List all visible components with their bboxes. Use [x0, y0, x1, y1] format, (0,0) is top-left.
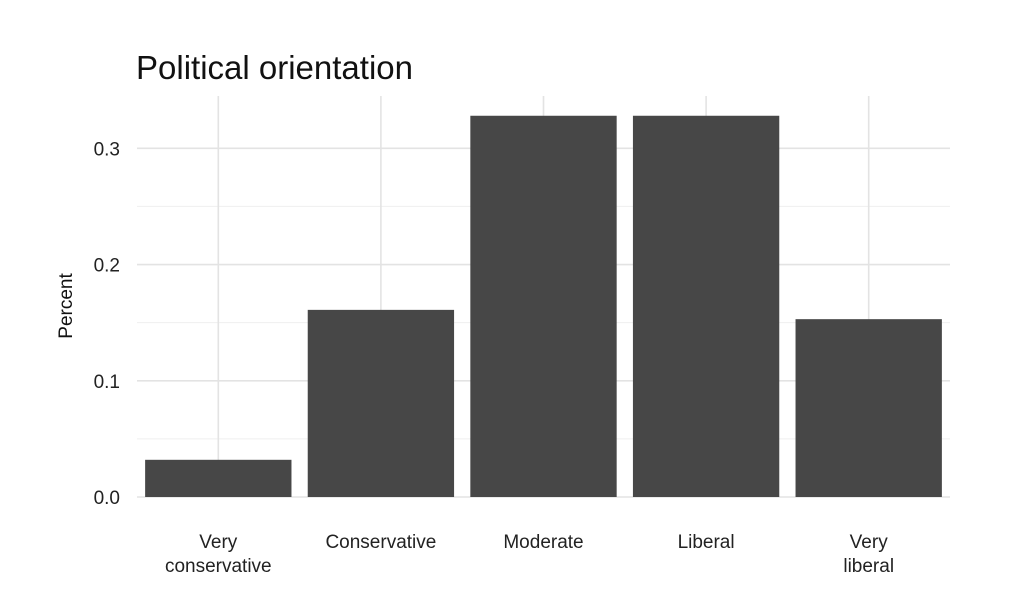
x-tick-label-line: Conservative — [325, 532, 436, 553]
y-tick-label: 0.3 — [94, 139, 120, 160]
bar — [795, 319, 942, 497]
chart-title: Political orientation — [136, 49, 413, 86]
x-axis-ticks: Very conservative Conservative Moderate Libe… — [165, 532, 894, 577]
bar — [470, 115, 617, 497]
x-tick-label-line: Liberal — [678, 532, 735, 553]
x-tick-label: Very liberal — [843, 532, 894, 577]
bar — [145, 459, 292, 497]
x-tick-label-line: Very — [199, 532, 238, 553]
bar — [307, 309, 455, 497]
x-tick-label: Liberal — [678, 532, 735, 553]
bar — [632, 115, 780, 497]
x-tick-label: Conservative — [325, 532, 436, 553]
x-tick-label-line: liberal — [843, 556, 894, 577]
x-tick-label: Moderate — [503, 532, 583, 553]
y-axis-ticks: 0.0 0.1 0.2 0.3 — [94, 139, 120, 509]
y-tick-label: 0.2 — [94, 256, 120, 277]
y-tick-label: 0.0 — [94, 488, 120, 509]
y-axis-label: Percent — [56, 273, 77, 339]
y-tick-label: 0.1 — [94, 372, 120, 393]
x-tick-label-line: Moderate — [503, 532, 583, 553]
x-tick-label-line: conservative — [165, 556, 272, 577]
bars — [145, 115, 942, 497]
x-tick-label: Very conservative — [165, 532, 272, 577]
x-tick-label-line: Very — [850, 532, 889, 553]
